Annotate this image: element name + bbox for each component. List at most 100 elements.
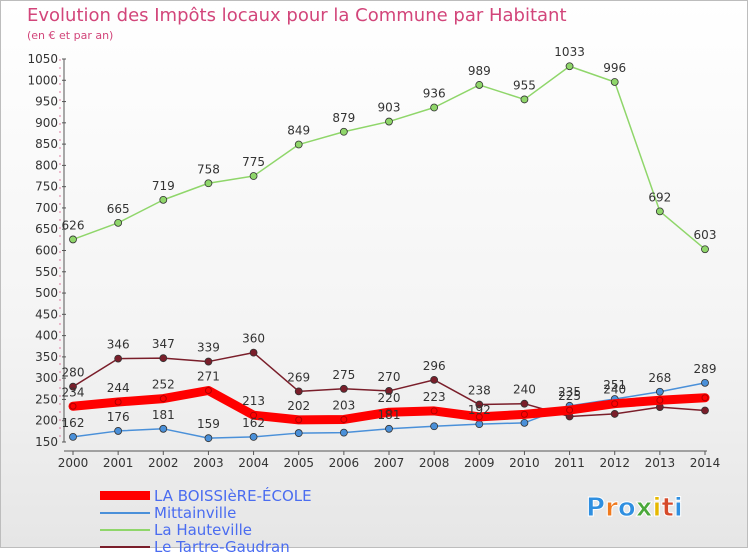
data-point: [339, 428, 348, 437]
data-label: 252: [152, 378, 175, 392]
legend-label: LA BOISSIèRE-ÉCOLE: [154, 486, 312, 505]
x-tick-label: 2000: [58, 456, 89, 470]
y-tick-label: 650: [35, 222, 58, 236]
data-point: [701, 394, 709, 402]
data-point: [701, 245, 709, 254]
data-point: [295, 416, 303, 424]
x-tick-label: 2005: [283, 456, 314, 470]
x-tick-label: 2014: [690, 456, 721, 470]
logo-letter: t: [661, 493, 673, 523]
y-tick-label: 200: [35, 414, 58, 428]
data-point: [430, 103, 439, 112]
data-point: [294, 387, 303, 396]
data-point: [430, 422, 439, 431]
legend-item: LA BOISSIèRE-ÉCOLE: [100, 486, 312, 505]
data-label: 1033: [554, 45, 585, 59]
data-point: [204, 179, 213, 188]
data-point: [430, 407, 438, 415]
y-tick-label: 700: [35, 201, 58, 215]
series-line-2: [72, 65, 706, 250]
y-tick-label: 300: [35, 371, 58, 385]
x-tick-label: 2012: [599, 456, 630, 470]
data-point: [159, 395, 167, 403]
data-point: [385, 424, 393, 433]
data-point: [339, 384, 348, 393]
data-label: 719: [152, 179, 175, 193]
data-label: 289: [694, 362, 717, 376]
data-point: [249, 348, 258, 357]
x-tick-label: 2010: [509, 456, 540, 470]
data-point: [69, 235, 77, 244]
logo-letter: r: [605, 493, 618, 523]
data-label: 162: [242, 416, 265, 430]
y-tick-label: 450: [35, 307, 58, 321]
data-label: 220: [378, 391, 401, 405]
data-point: [520, 95, 529, 104]
line-chart: 150 200 250 300 350 400 450 500 550 600 650 700 750 8…: [27, 45, 721, 470]
chart-subtitle: (en € et par an): [27, 29, 114, 42]
data-point: [701, 378, 709, 387]
data-label: 240: [603, 383, 626, 397]
legend-item: La Hauteville: [100, 521, 312, 539]
logo-letter: P: [586, 493, 605, 523]
y-tick-label: 750: [35, 180, 58, 194]
data-label: 202: [287, 399, 310, 413]
y-tick-label: 1050: [27, 52, 58, 66]
data-point: [114, 427, 123, 435]
data-point: [339, 127, 348, 136]
data-point: [340, 415, 348, 423]
data-label: 251: [603, 378, 626, 392]
data-label: 296: [423, 359, 446, 373]
data-point: [656, 396, 664, 404]
data-label: 903: [378, 101, 401, 115]
y-tick-label: 350: [35, 350, 58, 364]
data-label: 936: [423, 87, 446, 101]
y-tick-label: 500: [35, 286, 58, 300]
legend-item: Le Tartre-Gaudran: [100, 537, 312, 556]
chart-legend: LA BOISSIèRE-ÉCOLE Mittainville La Hautevi…: [100, 486, 312, 556]
data-point: [294, 140, 303, 149]
x-tick-label: 2007: [374, 456, 405, 470]
data-point: [114, 354, 123, 363]
y-tick-label: 900: [35, 116, 58, 130]
x-tick-label: 2004: [238, 456, 269, 470]
legend-item: Mittainville: [100, 504, 312, 522]
y-tick-label: 800: [35, 158, 58, 172]
legend-label: Le Tartre-Gaudran: [154, 537, 290, 556]
data-label: 665: [107, 202, 130, 216]
legend-swatch: [100, 545, 150, 548]
data-point: [701, 406, 709, 415]
data-label: 244: [107, 381, 130, 395]
y-tick-label: 850: [35, 137, 58, 151]
x-tick-label: 2013: [645, 456, 676, 470]
data-label: 275: [332, 368, 355, 382]
x-tick-label: 2003: [193, 456, 224, 470]
data-label: 996: [603, 61, 626, 75]
data-label: 234: [62, 385, 85, 399]
data-point: [69, 402, 77, 410]
data-point: [610, 78, 619, 86]
proxiti-logo: Proxiti: [586, 493, 684, 524]
data-label: 849: [287, 124, 310, 138]
data-point: [520, 418, 529, 427]
chart-series-lines: [68, 62, 710, 443]
data-label: 213: [242, 394, 265, 408]
data-point: [204, 434, 213, 443]
data-point: [611, 400, 619, 408]
logo-letter: o: [618, 493, 636, 523]
y-tick-label: 550: [35, 265, 58, 279]
data-label: 162: [62, 416, 85, 430]
x-tick-label: 2009: [464, 456, 495, 470]
data-label: 235: [558, 385, 581, 399]
data-label: 339: [197, 341, 220, 355]
data-label: 268: [648, 371, 671, 385]
data-label: 176: [107, 410, 130, 424]
data-point: [159, 424, 168, 433]
data-point: [475, 413, 483, 421]
logo-letter: i: [674, 493, 683, 523]
data-point: [69, 432, 77, 441]
data-point: [114, 398, 122, 406]
data-point: [385, 387, 393, 395]
data-point: [69, 382, 77, 391]
data-point: [610, 410, 619, 418]
